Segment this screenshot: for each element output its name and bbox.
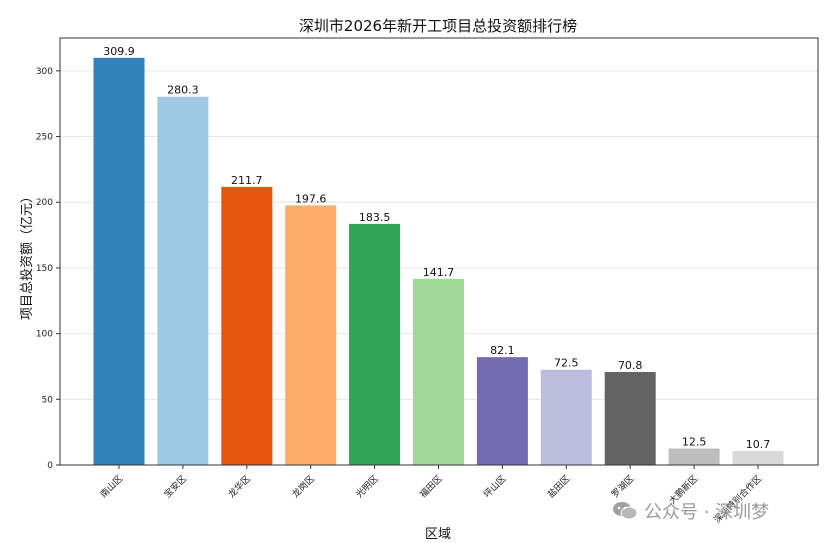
bar: [413, 278, 464, 465]
bar: [732, 450, 784, 465]
y-tick-label: 200: [36, 198, 53, 208]
bar-value-label: 70.8: [618, 359, 643, 372]
x-tick-label: 福田区: [417, 473, 445, 501]
bar-value-label: 72.5: [554, 357, 579, 370]
plot-frame: [59, 37, 819, 466]
x-tick-label: 罗湖区: [609, 473, 636, 500]
y-tick-label: 250: [36, 133, 53, 143]
bar: [285, 205, 337, 465]
bar: [604, 371, 656, 465]
x-tick-label: 盐田区: [545, 473, 573, 501]
x-tick-label: 龙华区: [225, 473, 253, 501]
bar-value-label: 197.6: [295, 192, 327, 205]
wechat-icon: [613, 502, 638, 520]
x-tick-label: 光明区: [353, 473, 381, 501]
bar-value-label: 141.7: [423, 266, 455, 279]
bar: [157, 96, 209, 466]
y-tick-label: 50: [42, 395, 54, 405]
bar-value-label: 183.5: [359, 211, 391, 224]
bars-group: 309.9 280.3 211.7 197.6 183.5 141.7 82.1 72.5 70…: [93, 45, 784, 466]
y-axis-label: 项目总投资额（亿元）: [19, 190, 35, 320]
watermark-text: 公众号 · 深圳梦: [644, 502, 770, 523]
bar-value-label: 280.3: [167, 84, 199, 97]
bar-value-label: 10.7: [746, 438, 771, 451]
y-tick-label: 100: [36, 330, 53, 340]
x-axis-label: 区域: [425, 527, 451, 542]
chart-title: 深圳市2026年新开工项目总投资额排行榜: [299, 17, 577, 35]
y-tick-label: 300: [36, 67, 53, 77]
bar-value-label: 309.9: [103, 45, 135, 58]
x-tick-label: 南山区: [98, 473, 126, 501]
x-tick-label: 龙岗区: [289, 473, 317, 501]
watermark: 公众号 · 深圳梦: [612, 498, 769, 524]
bar-value-label: 82.1: [490, 344, 515, 357]
y-tick-label: 150: [36, 264, 53, 274]
bar: [476, 357, 528, 465]
bar: [540, 369, 592, 465]
bar: [349, 223, 401, 465]
bar: [221, 186, 273, 465]
bar: [668, 448, 720, 465]
bar-value-label: 12.5: [682, 436, 707, 449]
bar-value-label: 211.7: [231, 174, 263, 187]
y-tick-label: 0: [47, 461, 53, 471]
x-tick-label: 宝安区: [161, 473, 189, 501]
bar: [93, 57, 145, 465]
x-tick-label: 坪山区: [482, 473, 509, 500]
